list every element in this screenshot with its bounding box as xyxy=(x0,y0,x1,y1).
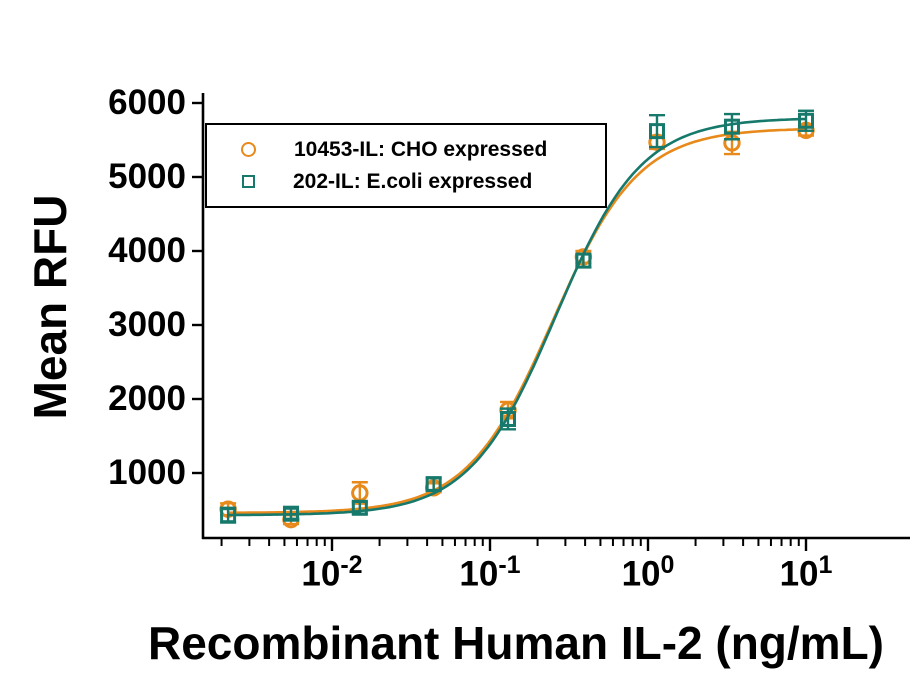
legend-item-cho: 10453-IL: CHO expressed xyxy=(241,138,605,162)
y-tick-label: 5000 xyxy=(108,157,186,196)
data-point-square xyxy=(282,505,299,522)
x-tick-label: 10-2 xyxy=(301,551,363,594)
legend-circle-marker-icon xyxy=(241,142,256,157)
data-point-square xyxy=(351,499,368,516)
y-tick-label: 1000 xyxy=(108,453,186,492)
x-tick-label: 10-1 xyxy=(459,551,521,594)
data-point-square xyxy=(648,123,665,140)
data-point-square xyxy=(723,118,740,135)
y-tick-label: 4000 xyxy=(108,231,186,270)
legend-label-ecoli: 202-IL: E.coli expressed xyxy=(293,169,533,193)
data-point-square xyxy=(500,410,517,427)
data-point-square xyxy=(220,507,237,524)
y-tick-label: 6000 xyxy=(108,83,186,122)
fit-curve-circle xyxy=(228,127,807,515)
legend-label-cho: 10453-IL: CHO expressed xyxy=(294,137,548,161)
fit-curve-square xyxy=(228,117,807,517)
y-tick-label: 3000 xyxy=(108,305,186,344)
data-point-square xyxy=(425,476,442,493)
legend-square-marker-icon xyxy=(242,175,255,188)
data-point-square xyxy=(798,112,814,129)
data-point-square xyxy=(575,252,592,269)
x-tick-label: 101 xyxy=(779,551,833,594)
legend: 10453-IL: CHO expressed 202-IL: E.coli e… xyxy=(205,123,607,208)
legend-item-ecoli: 202-IL: E.coli expressed xyxy=(241,170,605,194)
x-axis-title: Recombinant Human IL-2 (ng/mL) xyxy=(148,617,884,669)
x-tick-label: 100 xyxy=(621,551,675,594)
y-tick-label: 2000 xyxy=(108,379,186,418)
